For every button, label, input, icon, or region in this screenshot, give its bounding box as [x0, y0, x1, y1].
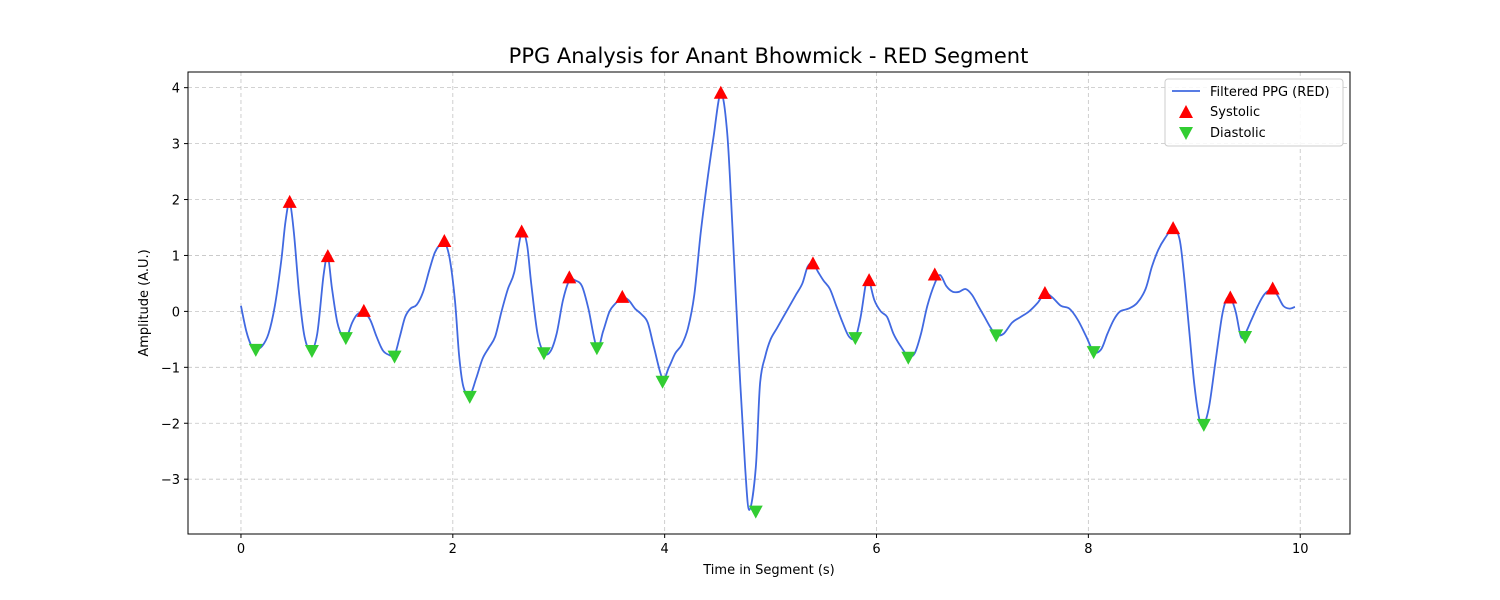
- y-tick-label: 0: [172, 305, 180, 320]
- filtered-ppg-line: [240, 92, 1296, 511]
- systolic-marker: [320, 249, 335, 263]
- systolic-marker: [927, 267, 942, 281]
- y-tick-label: 3: [172, 138, 180, 153]
- plot-area: [240, 92, 1296, 511]
- legend-diastolic-marker: [1179, 127, 1193, 140]
- diastolic-marker: [748, 505, 763, 519]
- y-axis-label: Amplitude (A.U.): [137, 249, 152, 356]
- legend-label-filtered: Filtered PPG (RED): [1210, 85, 1330, 100]
- systolic-marker: [1223, 290, 1238, 304]
- diastolic-marker: [536, 347, 551, 361]
- diastolic-marker: [1196, 418, 1211, 432]
- systolic-marker: [282, 194, 297, 208]
- y-tick-label: 2: [172, 194, 180, 209]
- x-tick-label: 4: [661, 542, 669, 557]
- diastolic-marker: [901, 351, 916, 365]
- systolic-marker: [437, 233, 452, 247]
- diastolic-marker: [989, 329, 1004, 343]
- x-tick-label: 2: [449, 542, 457, 557]
- plot-frame: [187, 71, 1351, 535]
- legend-box: [1164, 78, 1344, 147]
- diastolic-marker: [338, 332, 353, 346]
- legend-systolic-marker: [1179, 105, 1193, 118]
- systolic-marker: [562, 270, 577, 284]
- chart-title: PPG Analysis for Anant Bhowmick - RED Se…: [509, 44, 1029, 68]
- diastolic-marker: [589, 342, 604, 356]
- systolic-marker: [805, 256, 820, 270]
- x-tick-label: 0: [237, 542, 245, 557]
- peak-markers: [248, 85, 1280, 519]
- diastolic-marker: [848, 332, 863, 346]
- x-axis-label: Time in Segment (s): [702, 563, 834, 578]
- legend-label-diastolic: Diastolic: [1210, 126, 1266, 141]
- systolic-marker: [615, 289, 630, 303]
- y-tick-label: 4: [172, 82, 180, 97]
- y-tick-label: 1: [172, 249, 180, 264]
- systolic-marker: [713, 85, 728, 99]
- systolic-marker: [514, 224, 529, 238]
- y-tick-label: −1: [161, 361, 180, 376]
- systolic-marker: [356, 303, 371, 317]
- x-tick-label: 10: [1292, 542, 1309, 557]
- legend-label-systolic: Systolic: [1210, 105, 1260, 120]
- systolic-marker: [1166, 221, 1181, 235]
- diastolic-marker: [655, 375, 670, 389]
- grid: [188, 72, 1350, 534]
- y-tick-label: −3: [161, 473, 180, 488]
- y-tick-label: −2: [161, 417, 180, 432]
- systolic-marker: [1265, 281, 1280, 295]
- diastolic-marker: [304, 345, 319, 359]
- x-tick-label: 8: [1084, 542, 1092, 557]
- x-tick-label: 6: [872, 542, 880, 557]
- systolic-marker: [862, 273, 877, 287]
- diastolic-marker: [462, 390, 477, 404]
- legend: Filtered PPG (RED) Systolic Diastolic: [1164, 78, 1344, 147]
- diastolic-marker: [248, 343, 263, 357]
- systolic-marker: [1037, 285, 1052, 299]
- diastolic-marker: [1238, 331, 1253, 345]
- diastolic-marker: [1086, 346, 1101, 360]
- diastolic-marker: [387, 350, 402, 364]
